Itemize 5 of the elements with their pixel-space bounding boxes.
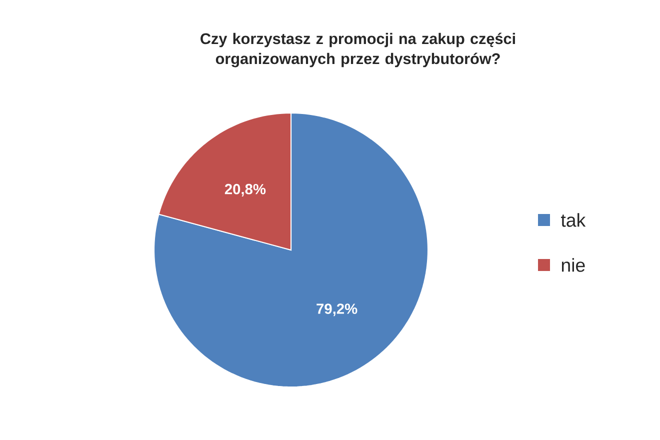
- legend-label: tak: [561, 213, 586, 227]
- data-label: 79,2%: [316, 304, 358, 316]
- data-label: 20,8%: [224, 184, 266, 196]
- legend-label: nie: [562, 258, 585, 272]
- chart-title: Czy korzystasz z promocji na zakup części organizowanych przez dystrybutorów?: [200, 32, 515, 68]
